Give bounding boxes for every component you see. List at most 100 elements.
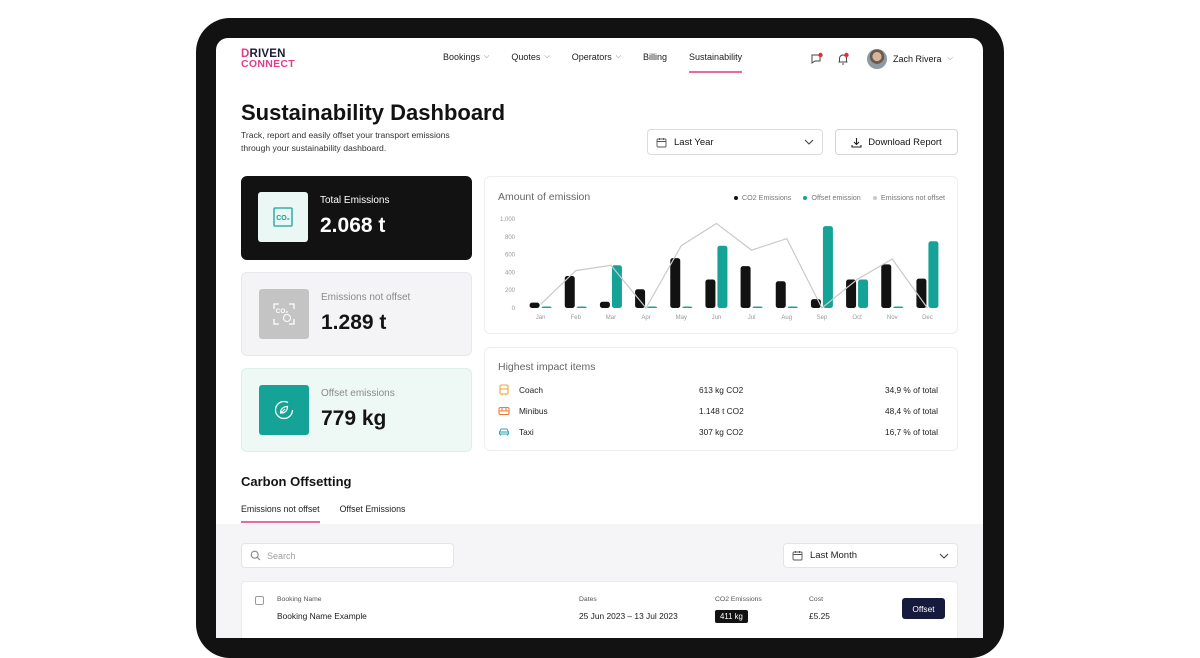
bar-offset [576, 306, 587, 308]
x-tick-label: Dec [922, 315, 933, 321]
legend-co2: CO2 Emissions [733, 193, 791, 202]
not-offset-label: Emissions not offset [321, 292, 411, 303]
row-checkbox[interactable] [255, 596, 264, 605]
calendar-icon [656, 137, 667, 147]
header-co2: CO2 Emissions [715, 596, 762, 603]
bell-icon[interactable] [836, 52, 850, 66]
search-icon [250, 550, 261, 561]
y-tick-label: 0 [512, 306, 516, 312]
leaf-cycle-icon [259, 385, 309, 435]
tab-offset-emissions[interactable]: Offset Emissions [339, 504, 406, 514]
driven-connect-logo[interactable]: DRIVEN CONNECT [241, 48, 296, 70]
bar-offset [682, 306, 693, 308]
impact-row-coach: Coach 613 kg CO2 34,9 % of total [498, 384, 938, 398]
calendar-icon [792, 551, 803, 561]
x-tick-label: Nov [887, 315, 898, 321]
nav-quotes[interactable]: Quotes ⌵ [511, 52, 550, 62]
table-row: Booking Name Booking Name Example Dates … [241, 581, 958, 638]
x-tick-label: Jan [536, 315, 546, 321]
booking-name: Booking Name Example [277, 611, 367, 621]
chat-icon[interactable] [810, 52, 824, 66]
co2-pending-icon: CO₂ [259, 289, 309, 339]
header-cost: Cost [809, 596, 823, 603]
carbon-offsetting-title: Carbon Offsetting [241, 474, 352, 489]
bar-offset [647, 306, 658, 308]
impact-title: Highest impact items [498, 361, 596, 373]
nav-sustainability[interactable]: Sustainability [689, 52, 743, 73]
bar-co2 [705, 279, 716, 308]
booking-cost: £5.25 [809, 611, 830, 621]
legend-not-offset: Emissions not offset [872, 193, 945, 202]
bar-offset [787, 306, 798, 308]
bar-offset [893, 306, 904, 308]
page-title: Sustainability Dashboard [241, 100, 506, 125]
chart-title: Amount of emission [498, 191, 591, 203]
bar-co2 [670, 258, 681, 308]
offset-value: 779 kg [321, 407, 387, 430]
legend-offset: Offset emission [803, 193, 861, 202]
bar-offset [822, 226, 833, 308]
bar-offset [752, 306, 763, 308]
impact-row-taxi: Taxi 307 kg CO2 16,7 % of total [498, 426, 938, 440]
impact-row-minibus: Minibus 1.148 t CO2 48,4 % of total [498, 405, 938, 419]
total-emissions-card: CO₂ Total Emissions 2.068 t [241, 176, 472, 260]
x-tick-label: Oct [852, 315, 862, 321]
offsetting-tabs: Emissions not offset Offset Emissions [241, 504, 405, 523]
x-tick-label: Mar [606, 315, 616, 321]
x-tick-label: Apr [641, 315, 650, 321]
header-dates: Dates [579, 596, 597, 603]
svg-text:CO₂: CO₂ [276, 308, 289, 315]
main-nav: Bookings ⌵ Quotes ⌵ Operators ⌵ Billing Sus… [443, 52, 764, 73]
bus-icon [499, 384, 509, 396]
chevron-down-icon: ⌵ [615, 53, 622, 60]
offsetting-list-area: Search Last Month Booking Name Booking N… [216, 524, 983, 638]
user-menu[interactable]: Zach Rivera ⌵ [867, 49, 953, 69]
svg-text:CO₂: CO₂ [276, 215, 290, 222]
nav-bookings[interactable]: Bookings ⌵ [443, 52, 490, 62]
month-period-value: Last Month [810, 550, 857, 561]
nav-billing[interactable]: Billing [643, 52, 668, 62]
total-emissions-value: 2.068 t [320, 214, 386, 237]
offset-button[interactable]: Offset [902, 598, 945, 619]
bar-offset [717, 245, 728, 308]
y-tick-label: 200 [505, 288, 516, 294]
app-screen: DRIVEN CONNECT Bookings ⌵ Quotes ⌵ Operato… [216, 38, 983, 638]
download-report-button[interactable]: Download Report [835, 129, 958, 155]
search-placeholder: Search [267, 550, 296, 561]
chevron-down-icon [804, 139, 814, 145]
y-tick-label: 400 [505, 270, 516, 276]
total-emissions-label: Total Emissions [320, 195, 390, 206]
line-not-offset [540, 222, 928, 310]
header-booking-name: Booking Name [277, 596, 322, 603]
bar-co2 [564, 275, 575, 308]
nav-operators[interactable]: Operators ⌵ [571, 52, 622, 62]
co2-badge: 411 kg [715, 610, 748, 623]
bar-co2 [881, 264, 892, 308]
page-subtitle: Track, report and easily offset your tra… [241, 130, 450, 153]
emissions-not-offset-card: CO₂ Emissions not offset 1.289 t [241, 272, 472, 356]
search-input[interactable]: Search [241, 543, 454, 568]
y-tick-label: 800 [505, 235, 516, 241]
download-icon [851, 137, 862, 148]
bar-co2 [599, 301, 610, 308]
x-tick-label: Sep [817, 315, 828, 321]
avatar [867, 49, 887, 69]
bar-offset [928, 241, 939, 308]
bar-co2 [740, 266, 751, 308]
x-tick-label: May [676, 315, 687, 321]
x-tick-label: Feb [571, 315, 582, 321]
x-tick-label: Jun [712, 315, 722, 321]
not-offset-value: 1.289 t [321, 311, 387, 334]
emission-chart: 0 200 400 600 800 1,000 Jan Feb Mar Apr May Jun Jul A… [500, 217, 939, 321]
month-period-select[interactable]: Last Month [783, 543, 958, 568]
chart-legend: CO2 Emissions Offset emission Emissions … [733, 193, 945, 202]
highest-impact-panel: Highest impact items Coach 613 kg CO2 34… [484, 347, 958, 451]
period-select[interactable]: Last Year [647, 129, 823, 155]
tab-emissions-not-offset[interactable]: Emissions not offset [241, 504, 320, 523]
emission-chart-panel: Amount of emission CO2 Emissions Offset … [484, 176, 958, 334]
car-icon [498, 428, 510, 436]
y-tick-label: 1,000 [500, 217, 516, 223]
y-tick-label: 600 [505, 253, 516, 259]
bar-co2 [916, 278, 927, 308]
co2-icon: CO₂ [258, 192, 308, 242]
